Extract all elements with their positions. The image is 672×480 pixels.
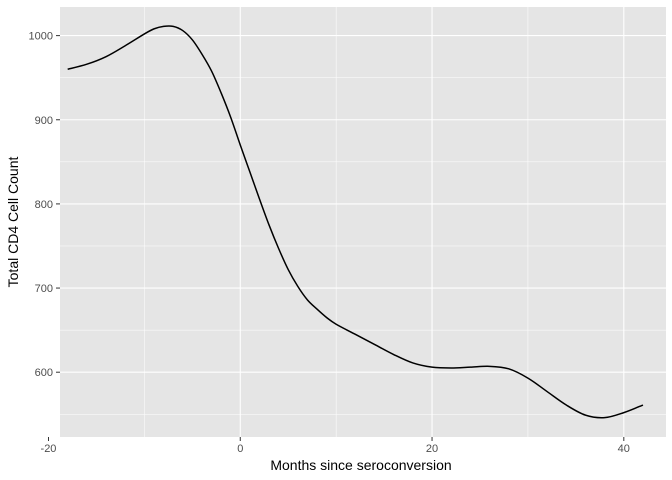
y-tick-label: 600 [35, 367, 53, 379]
x-tick-label: 40 [618, 443, 630, 455]
cd4-count-curve [67, 25, 644, 419]
plot-panel [60, 7, 666, 437]
x-axis-ticks: -20 0 20 40 [41, 437, 630, 455]
x-tick-label: -20 [41, 443, 57, 455]
minor-gridlines [60, 7, 666, 437]
x-axis-title: Months since seroconversion [270, 457, 451, 473]
y-tick-label: 1000 [29, 31, 53, 43]
x-tick-label: 0 [237, 443, 243, 455]
y-axis-title: Total CD4 Cell Count [5, 157, 21, 288]
y-tick-label: 800 [35, 199, 53, 211]
y-tick-label: 900 [35, 115, 53, 127]
y-axis-ticks: 600 700 800 900 1000 [29, 31, 60, 379]
major-gridlines [47, 7, 666, 437]
x-tick-label: 20 [426, 443, 438, 455]
y-tick-label: 700 [35, 283, 53, 295]
